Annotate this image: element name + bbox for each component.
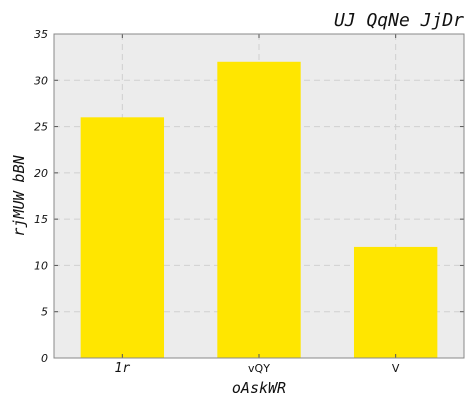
y-tick-label: 10 [34, 259, 48, 272]
bar-V [353, 246, 438, 358]
y-tick-label: 15 [34, 213, 48, 226]
bar-1r [80, 117, 165, 358]
y-tick-label: 35 [34, 28, 48, 41]
y-tick-label: 5 [41, 306, 48, 319]
x-tick-label: V [392, 362, 400, 375]
x-tick-label: 1r [115, 361, 131, 376]
y-tick-label: 25 [34, 121, 48, 134]
y-tick-label: 30 [34, 74, 48, 87]
plot-frame [53, 33, 465, 359]
bar-vQY [217, 61, 301, 359]
y-tick-label: 20 [34, 167, 48, 180]
x-tick-label: vQY [248, 362, 270, 375]
y-axis-label: rjMUW bBN [10, 154, 28, 236]
x-axis-label: oAskWR [232, 379, 286, 397]
y-tick-label: 0 [41, 352, 48, 365]
chart-title: UJ QqNe JjDr [334, 10, 464, 31]
